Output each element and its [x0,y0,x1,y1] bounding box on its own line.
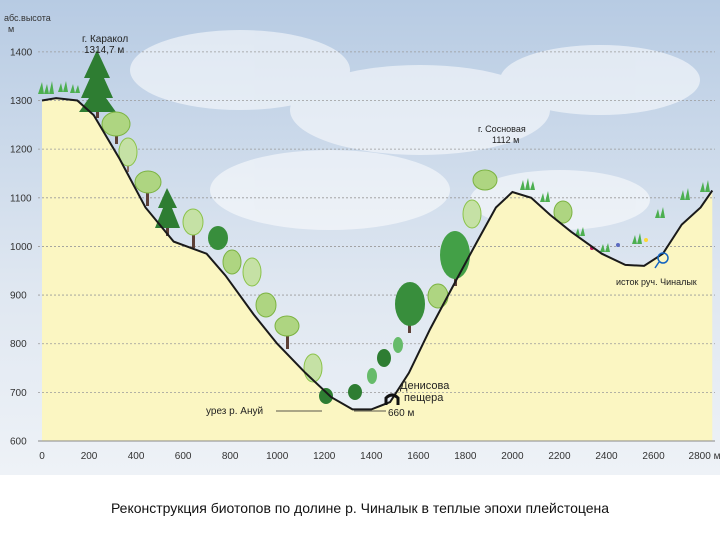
source-label: исток руч. Чиналык [616,277,697,287]
y-axis-ticks: 1400 1300 1200 1100 1000 900 800 700 600 [10,47,33,447]
cave-icon [384,393,400,405]
figure-caption: Реконструкция биотопов по долине р. Чина… [110,500,610,516]
y-tick-label: 600 [10,437,27,448]
ground-area [42,98,713,441]
shrub [367,337,403,384]
x-axis-ticks: 0 200 400 600 800 1000 1200 1400 1600 1800 2000 220… [39,451,720,462]
birch-tree [222,249,277,318]
cave-label-line1: Денисова [400,380,450,392]
shrub [208,226,228,250]
conifer-tree [79,50,116,118]
y-axis-label-line1: абс.высота [4,13,51,23]
y-tick-label: 1000 [10,242,33,253]
x-tick-label: 400 [128,451,145,462]
grass-tuft [520,178,710,252]
grass-tuft [38,81,80,94]
deciduous-tree [395,282,449,333]
clouds [130,30,700,230]
deciduous-tree [134,170,162,206]
vegetation [38,50,710,404]
y-tick-label: 700 [10,388,27,399]
x-tick-label: 2400 [595,451,618,462]
sosnovaya-height: 1112 м [492,135,519,145]
sosnovaya-label: г. Сосновая [478,124,526,134]
cave-label-line2: пещера [404,392,444,404]
x-tick-label: 600 [175,451,192,462]
conifer-tree [155,188,180,236]
birch-tree [303,349,391,404]
deciduous-tree [101,111,131,144]
x-tick-label: 1400 [360,451,383,462]
y-tick-label: 1300 [10,96,33,107]
deciduous-tree [182,208,204,248]
deciduous-tree [274,315,300,349]
x-tick-label: 2000 [501,451,524,462]
x-tick-label: 200 [81,451,98,462]
karakol-height: 1314,7 м [84,45,124,56]
y-tick-label: 900 [10,291,27,302]
x-tick-label: 1200 [313,451,336,462]
y-tick-label: 1200 [10,145,33,156]
birch-tree [118,137,138,172]
x-tick-label: 1000 [266,451,289,462]
spring-source-icon [654,252,669,269]
x-tick-label: 0 [39,451,45,462]
x-tick-label: 2800 м [689,451,720,462]
x-tick-label: 1800 [454,451,477,462]
terrain-profile-line [41,97,714,411]
x-tick-label: 2200 [548,451,571,462]
y-tick-label: 1100 [10,193,32,204]
river-height-label: 660 м [388,408,414,419]
karakol-label: г. Каракол [82,34,128,45]
biotope-profile-diagram: 1400 1300 1200 1100 1000 900 800 700 600 0 200 400… [0,0,720,475]
x-tick-label: 800 [222,451,239,462]
y-axis-label-line2: м [8,24,14,34]
x-tick-label: 2600 [642,451,665,462]
anui-level-label: урез р. Ануй [206,406,263,417]
y-tick-label: 1400 [10,47,33,58]
y-tick-label: 800 [10,339,27,350]
x-tick-label: 1600 [407,451,430,462]
